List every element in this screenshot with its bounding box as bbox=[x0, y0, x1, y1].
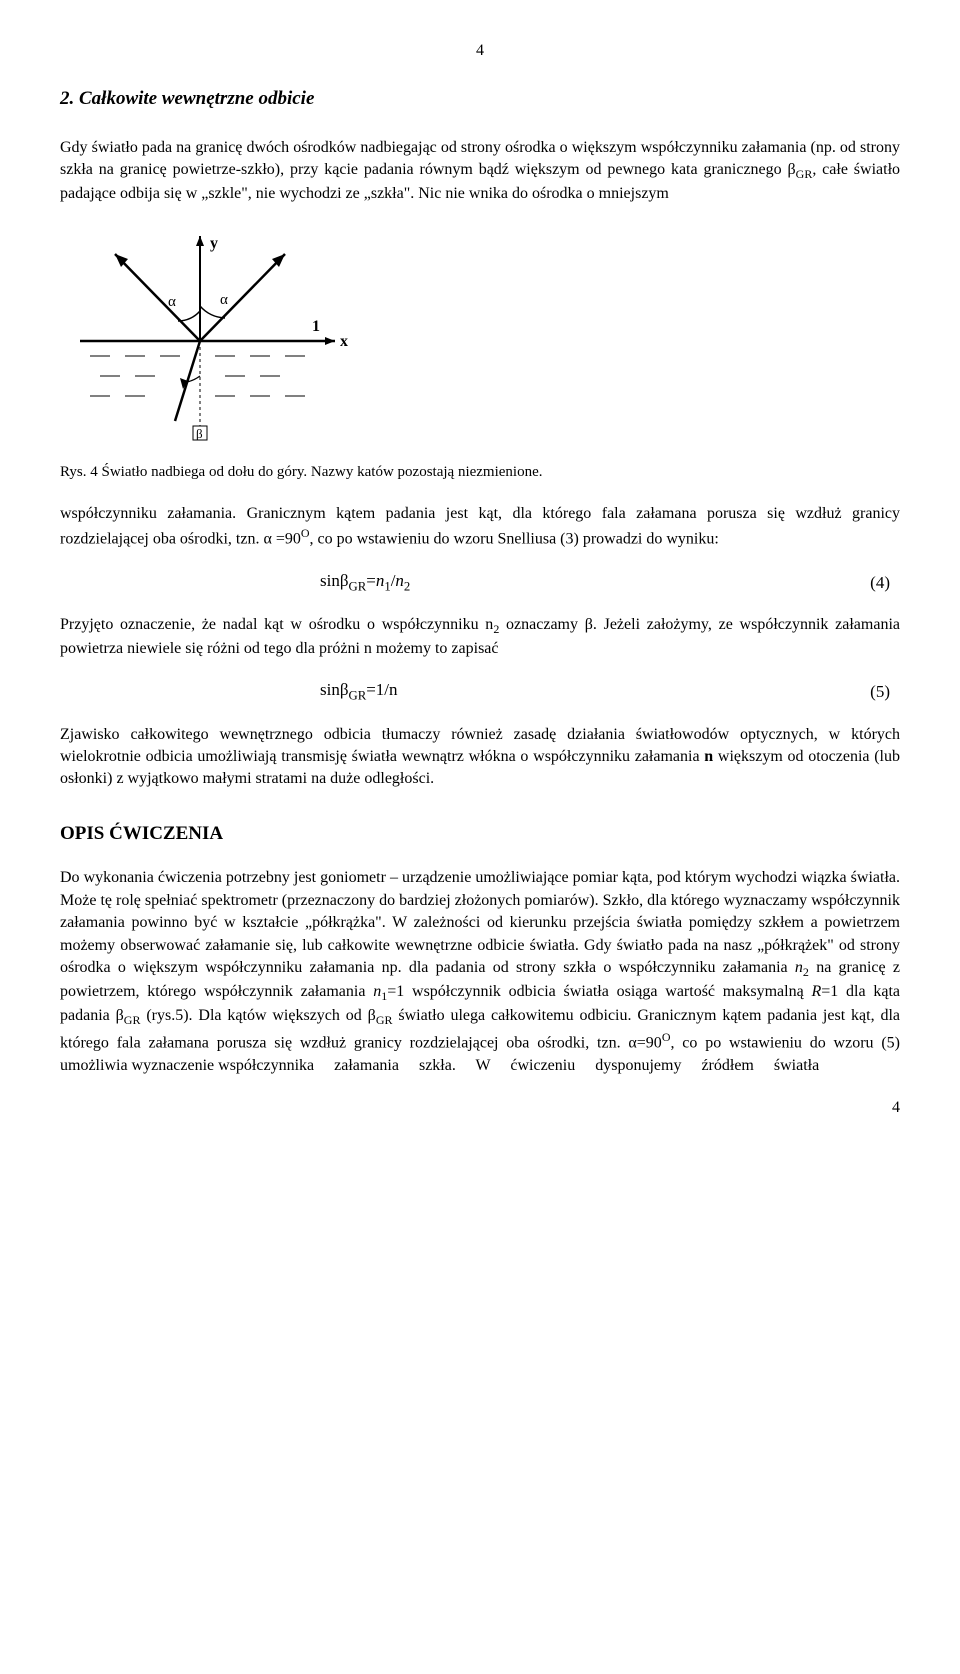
equation-5: sinβGR=1/n (5) bbox=[60, 678, 900, 705]
paragraph-intro: Gdy światło pada na granicę dwóch ośrodk… bbox=[60, 137, 900, 206]
sup-o: O bbox=[301, 526, 310, 540]
opis-heading: OPIS ĆWICZENIA bbox=[60, 821, 900, 848]
equation-4: sinβGR=n1/n2 (4) bbox=[60, 569, 900, 596]
svg-text:α: α bbox=[220, 292, 228, 308]
sub-gr: GR bbox=[796, 168, 813, 182]
paragraph-after-figure: współczynniku załamania. Granicznym kąte… bbox=[60, 503, 900, 551]
text: , co po wstawieniu do wzoru Snelliusa (3… bbox=[310, 530, 719, 547]
svg-text:α: α bbox=[168, 294, 176, 310]
paragraph-zjawisko: Zjawisko całkowitego wewnętrznego odbici… bbox=[60, 724, 900, 791]
equation-number: (5) bbox=[870, 680, 890, 704]
bold-n: n bbox=[704, 748, 713, 765]
svg-text:β: β bbox=[196, 426, 203, 441]
svg-text:1: 1 bbox=[312, 318, 320, 335]
text: Gdy światło pada na granicę dwóch ośrodk… bbox=[60, 139, 900, 178]
equation-formula: sinβGR=1/n bbox=[320, 678, 398, 705]
page-number-top: 4 bbox=[60, 40, 900, 62]
page-number-bottom: 4 bbox=[60, 1097, 900, 1119]
svg-text:y: y bbox=[210, 235, 218, 252]
section-title: 2. Całkowite wewnętrzne odbicie bbox=[60, 86, 900, 113]
paragraph-oznaczenie: Przyjęto oznaczenie, że nadal kąt w ośro… bbox=[60, 614, 900, 660]
svg-text:x: x bbox=[340, 333, 348, 350]
figure-4: y x α α bbox=[60, 226, 900, 446]
equation-number: (4) bbox=[870, 571, 890, 595]
figure-caption: Rys. 4 Światło nadbiega od dołu do góry.… bbox=[60, 462, 900, 483]
text: Przyjęto oznaczenie, że nadal kąt w ośro… bbox=[60, 616, 493, 633]
paragraph-opis: Do wykonania ćwiczenia potrzebny jest go… bbox=[60, 867, 900, 1077]
equation-formula: sinβGR=n1/n2 bbox=[320, 569, 410, 596]
